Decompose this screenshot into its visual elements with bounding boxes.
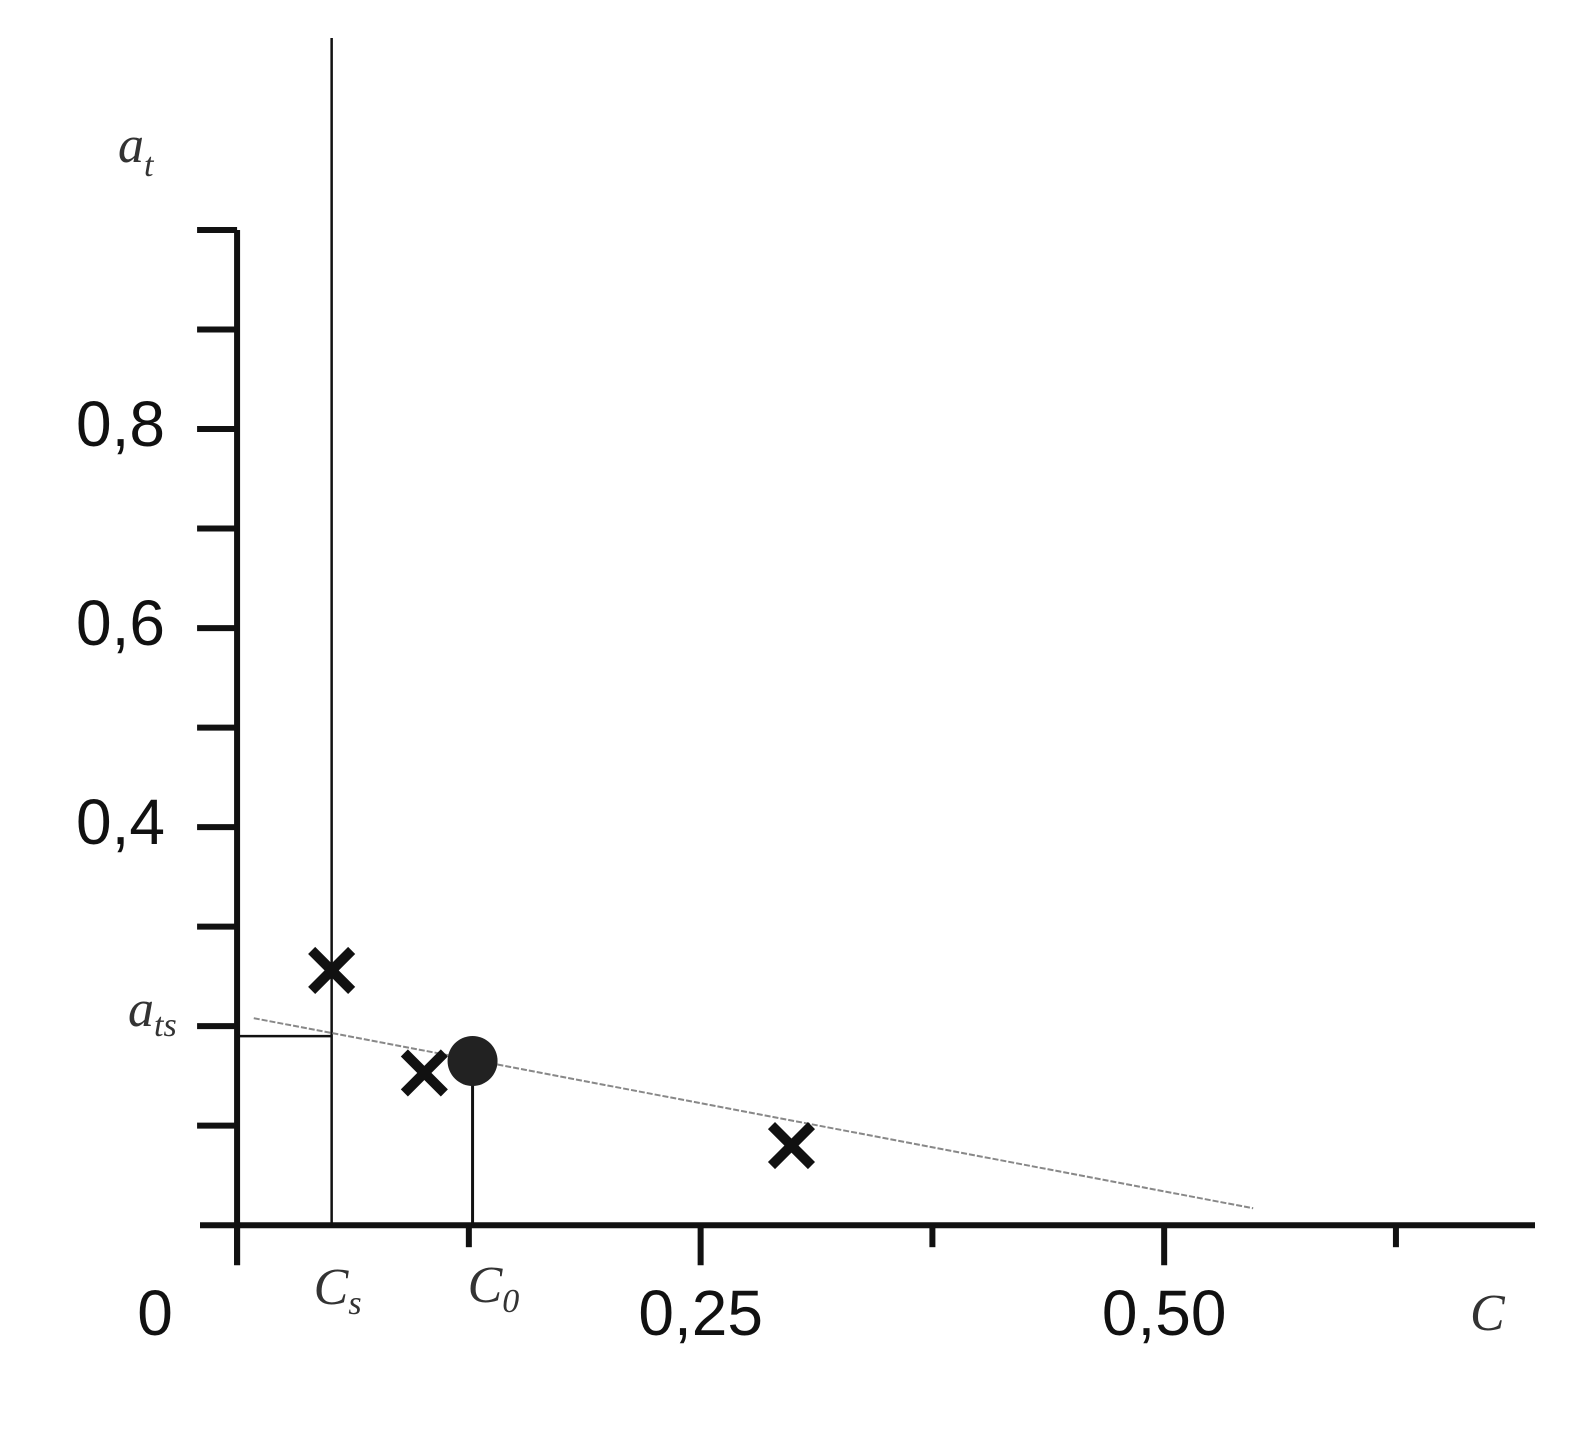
x-marker xyxy=(308,946,356,994)
point-circle xyxy=(447,1035,498,1086)
x-tick-label: 0,25 xyxy=(638,1277,763,1349)
c-s-label: Cs xyxy=(314,1259,362,1322)
c-0-label: C0 xyxy=(468,1257,520,1320)
x-marker xyxy=(400,1049,448,1097)
c-s-label-sub: s xyxy=(348,1285,361,1322)
a-ts-label-base: a xyxy=(128,981,154,1038)
x-tick-label: 0,50 xyxy=(1102,1277,1227,1349)
y-tick-label: 0,6 xyxy=(76,587,165,659)
a-ts-label-sub: ts xyxy=(154,1007,177,1044)
x-marker-stroke xyxy=(400,1049,448,1097)
c-0-label-base: C xyxy=(468,1257,504,1314)
x-marker-stroke xyxy=(767,1122,816,1170)
x-marker-stroke xyxy=(308,946,356,994)
y-label-sub: t xyxy=(144,147,155,184)
c-s-label-base: C xyxy=(314,1259,350,1316)
x-marker xyxy=(767,1122,816,1170)
a-ts-label: ats xyxy=(128,981,177,1044)
y-tick-label: 0,4 xyxy=(76,786,165,858)
x-axis-label: C xyxy=(1470,1285,1506,1342)
trend-line xyxy=(253,1017,1254,1210)
x-tick-label: 0 xyxy=(137,1277,173,1349)
y-axis-label: at xyxy=(118,117,155,184)
y-tick-label: 0,8 xyxy=(76,388,165,460)
c-0-label-sub: 0 xyxy=(502,1283,519,1320)
y-label-base: a xyxy=(118,117,144,174)
